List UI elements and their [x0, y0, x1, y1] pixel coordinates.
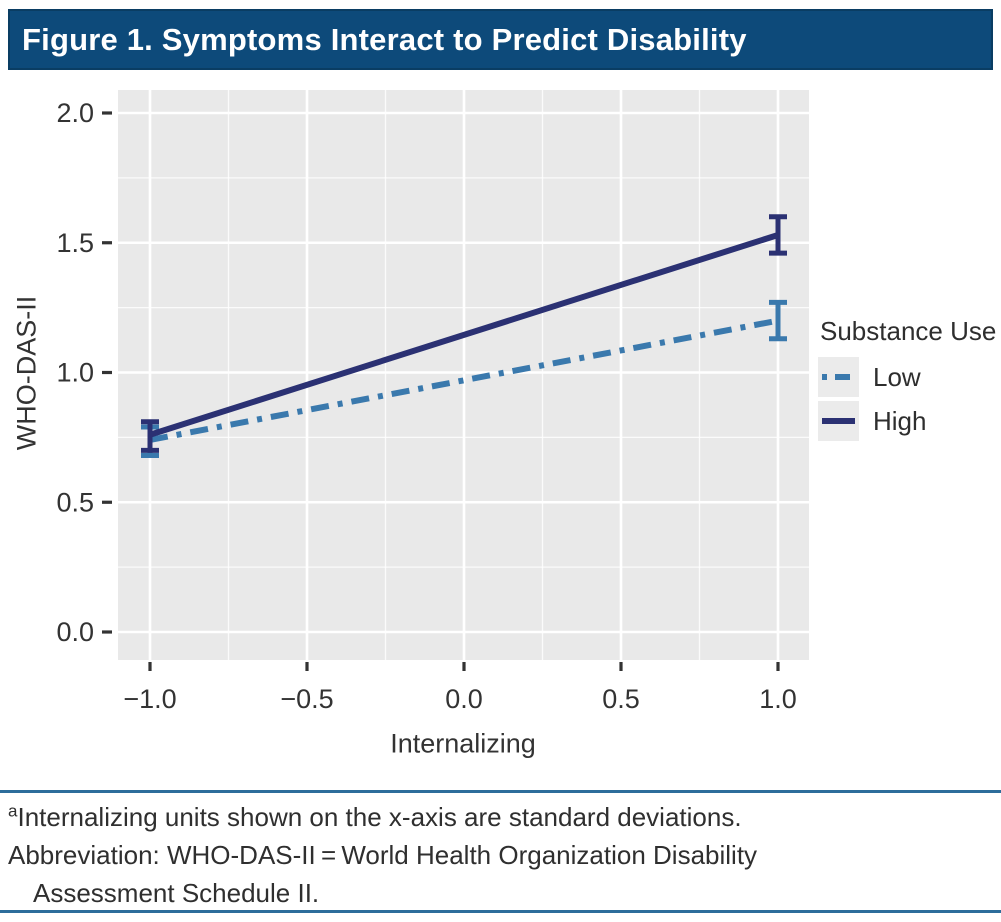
x-tick-label: −1.0 — [123, 684, 176, 714]
legend-label-low: Low — [873, 361, 921, 392]
legend-title: Substance Use — [820, 316, 997, 346]
footnote-note-text: Internalizing units shown on the x-axis … — [17, 802, 742, 832]
y-tick-label: 1.0 — [56, 358, 94, 388]
legend-items: Low High — [818, 357, 996, 441]
legend-item-high: High — [818, 401, 996, 441]
x-tick-label: 1.0 — [759, 684, 797, 714]
legend: Substance Use Low High — [818, 316, 996, 445]
figure-title-bar: Figure 1. Symptoms Interact to Predict D… — [8, 9, 993, 70]
y-tick-label: 1.5 — [56, 228, 94, 258]
y-tick-label: 0.0 — [56, 617, 94, 647]
y-tick-label: 0.5 — [56, 487, 94, 517]
y-tick-label: 2.0 — [56, 98, 94, 128]
legend-key-low — [818, 357, 859, 397]
x-axis-title: Internalizing — [390, 728, 536, 759]
x-tick-label: 0.0 — [445, 684, 483, 714]
x-tick-label: −0.5 — [280, 684, 333, 714]
chart-canvas: 0.0 0.5 1.0 1.5 2.0 −1.0 −0.5 0.0 0.5 1.0 — [56, 90, 809, 714]
x-tick-label: 0.5 — [602, 684, 640, 714]
y-axis-title: WHO-DAS-II — [11, 295, 42, 451]
footnote-abbreviation-line1: Abbreviation: WHO-DAS-II = World Health … — [8, 840, 758, 870]
legend-item-low: Low — [818, 357, 996, 397]
footnotes: aInternalizing units shown on the x-axis… — [0, 790, 1001, 913]
footnote-marker: a — [8, 801, 18, 821]
figure-title: Figure 1. Symptoms Interact to Predict D… — [22, 21, 747, 57]
footnote-note: aInternalizing units shown on the x-axis… — [0, 798, 1001, 836]
footnote-abbreviation-line2: Assessment Schedule II. — [33, 878, 320, 908]
legend-key-high — [818, 401, 859, 441]
legend-label-high: High — [873, 405, 927, 436]
series-line-high — [149, 232, 779, 438]
